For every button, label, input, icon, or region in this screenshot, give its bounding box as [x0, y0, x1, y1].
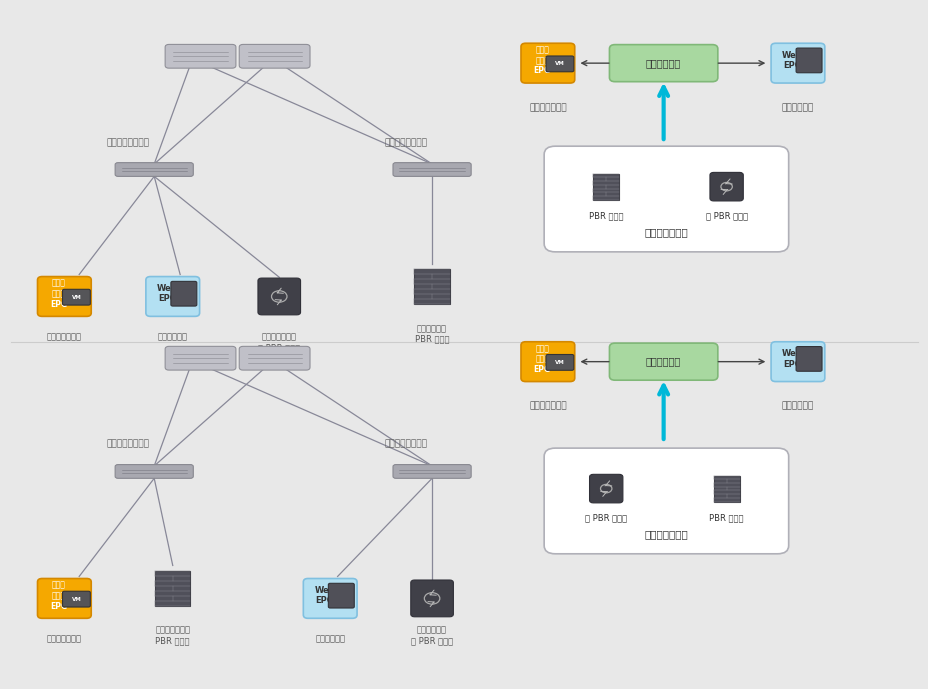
FancyBboxPatch shape	[115, 464, 193, 478]
FancyBboxPatch shape	[165, 347, 236, 370]
FancyBboxPatch shape	[770, 43, 824, 83]
Text: コンシューマー: コンシューマー	[46, 635, 82, 644]
Text: VM: VM	[554, 61, 564, 66]
FancyBboxPatch shape	[709, 172, 742, 201]
FancyBboxPatch shape	[544, 448, 788, 554]
Text: 第１世代のリーフ: 第１世代のリーフ	[107, 440, 149, 449]
FancyBboxPatch shape	[521, 43, 574, 83]
Text: クライ
アント
EPG: クライ アント EPG	[50, 581, 68, 610]
Text: プロバイダー: プロバイダー	[158, 333, 187, 342]
FancyBboxPatch shape	[546, 56, 574, 72]
Text: VM: VM	[71, 597, 82, 601]
Text: ２番目のノード
非 PBR ノード: ２番目のノード 非 PBR ノード	[258, 333, 300, 352]
FancyBboxPatch shape	[544, 146, 788, 252]
Text: プロバイダー: プロバイダー	[781, 402, 813, 411]
Text: プロバイダー: プロバイダー	[315, 635, 345, 644]
Text: 第１世代のリーフ: 第１世代のリーフ	[384, 440, 427, 449]
Text: サービスグラフ: サービスグラフ	[644, 227, 688, 237]
FancyBboxPatch shape	[770, 342, 824, 382]
Text: Web
EPG: Web EPG	[781, 349, 802, 369]
FancyBboxPatch shape	[795, 347, 821, 371]
FancyBboxPatch shape	[393, 464, 470, 478]
Text: 第１世代のリーフ: 第１世代のリーフ	[107, 138, 149, 147]
FancyBboxPatch shape	[546, 355, 574, 370]
FancyBboxPatch shape	[171, 281, 197, 306]
Text: PBR ノード: PBR ノード	[709, 513, 743, 522]
Text: クライ
アント
EPG: クライ アント EPG	[533, 344, 550, 374]
Text: VM: VM	[554, 360, 564, 365]
Text: プロバイダー: プロバイダー	[781, 103, 813, 112]
Text: Web
EPG: Web EPG	[314, 586, 335, 606]
FancyBboxPatch shape	[239, 347, 310, 370]
FancyBboxPatch shape	[589, 474, 622, 503]
Text: 非 PBR ノード: 非 PBR ノード	[585, 513, 626, 522]
Text: コントラクト: コントラクト	[645, 357, 680, 367]
FancyBboxPatch shape	[303, 579, 356, 618]
Text: 最初のノード
PBR ノード: 最初のノード PBR ノード	[415, 324, 449, 343]
Text: PBR ノード: PBR ノード	[588, 212, 623, 220]
Text: サービスグラフ: サービスグラフ	[644, 529, 688, 539]
Text: Web
EPG: Web EPG	[781, 51, 802, 70]
FancyBboxPatch shape	[410, 580, 453, 617]
FancyBboxPatch shape	[239, 44, 310, 68]
Text: コンシューマー: コンシューマー	[46, 333, 82, 342]
Bar	[414, 269, 449, 304]
Text: クライ
アント
EPG: クライ アント EPG	[50, 279, 68, 309]
FancyBboxPatch shape	[37, 276, 91, 316]
FancyBboxPatch shape	[62, 289, 90, 305]
Bar	[593, 174, 619, 200]
FancyBboxPatch shape	[62, 591, 90, 607]
Bar	[155, 570, 190, 606]
FancyBboxPatch shape	[609, 45, 717, 82]
Text: 非 PBR ノード: 非 PBR ノード	[704, 212, 747, 220]
FancyBboxPatch shape	[37, 579, 91, 618]
FancyBboxPatch shape	[258, 278, 301, 315]
FancyBboxPatch shape	[393, 163, 470, 176]
Text: 最初のノード
非 PBR ノード: 最初のノード 非 PBR ノード	[410, 626, 453, 646]
FancyBboxPatch shape	[165, 44, 236, 68]
Text: コンシューマー: コンシューマー	[528, 402, 566, 411]
FancyBboxPatch shape	[115, 163, 193, 176]
Text: コンシューマー: コンシューマー	[528, 103, 566, 112]
Text: クライ
アント
EPG: クライ アント EPG	[533, 45, 550, 75]
FancyBboxPatch shape	[609, 343, 717, 380]
Text: Web
EPG: Web EPG	[157, 284, 177, 303]
FancyBboxPatch shape	[146, 276, 200, 316]
FancyBboxPatch shape	[795, 48, 821, 73]
Text: VM: VM	[71, 295, 82, 300]
Text: 第１世代のリーフ: 第１世代のリーフ	[384, 138, 427, 147]
FancyBboxPatch shape	[521, 342, 574, 382]
FancyBboxPatch shape	[328, 584, 354, 608]
Text: コントラクト: コントラクト	[645, 58, 680, 68]
Text: ２番目のノード
PBR ノード: ２番目のノード PBR ノード	[155, 626, 190, 646]
Bar	[713, 475, 739, 502]
